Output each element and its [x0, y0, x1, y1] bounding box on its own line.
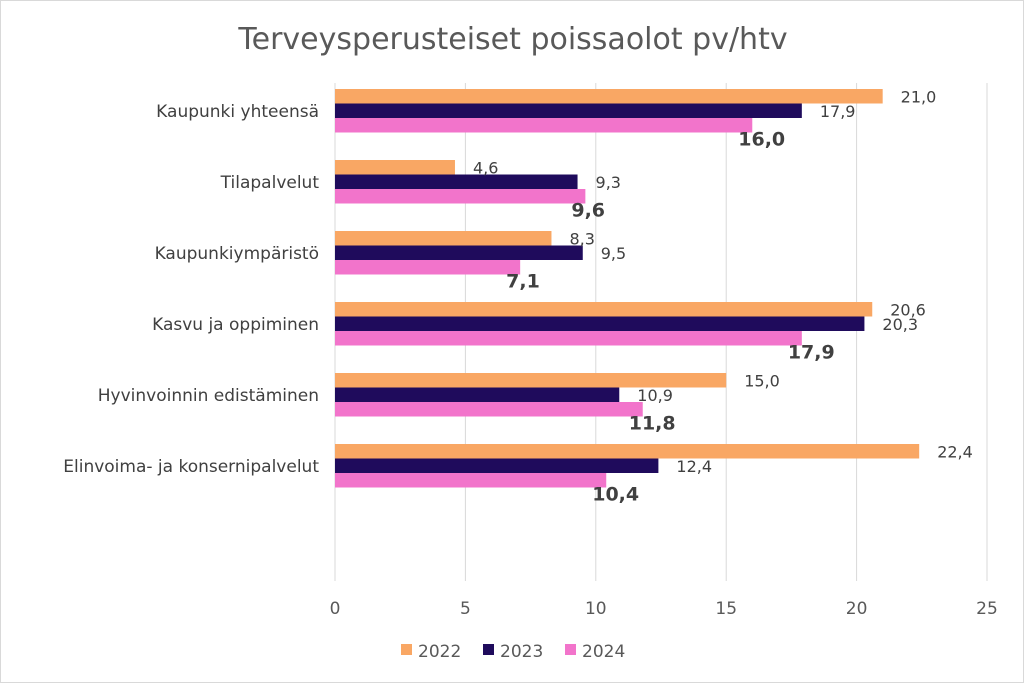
bar-2022: [335, 231, 552, 246]
bars: [335, 89, 920, 488]
bar-2024: [335, 402, 643, 417]
data-label-2022: 8,3: [569, 229, 594, 248]
legend: 2022 2023 2024: [401, 642, 625, 662]
x-axis-tick-labels: 0 5 10 15 20 25: [330, 599, 998, 619]
data-label-2024: 17,9: [788, 342, 835, 364]
bar-2024: [335, 473, 607, 488]
data-label-2024: 16,0: [738, 129, 785, 151]
legend-entry: 2023: [500, 642, 543, 662]
data-label-2023: 20,3: [882, 315, 918, 334]
category-label: Kasvu ja oppiminen: [152, 315, 319, 335]
bar-2023: [335, 245, 583, 260]
bar-2023: [335, 174, 578, 189]
category-label: Tilapalvelut: [220, 173, 320, 193]
category-labels: Kaupunki yhteensä Tilapalvelut Kaupunkiymp…: [63, 102, 319, 477]
data-label-2024: 10,4: [592, 484, 639, 506]
x-tick-label: 25: [976, 599, 998, 619]
data-label-2022: 21,0: [901, 87, 937, 106]
category-label: Elinvoima- ja konsernipalvelut: [63, 457, 319, 477]
bar-2023: [335, 458, 659, 473]
x-tick-label: 5: [460, 599, 471, 619]
bar-2024: [335, 118, 753, 133]
x-tick-label: 15: [715, 599, 737, 619]
bar-2022: [335, 89, 883, 104]
bar-2024: [335, 331, 802, 346]
legend-entry: 2024: [582, 642, 625, 662]
legend-swatch-2023: [483, 644, 494, 655]
data-label-2023: 9,5: [601, 244, 626, 263]
legend-entry: 2022: [418, 642, 461, 662]
bar-2022: [335, 302, 873, 317]
data-label-2022: 22,4: [937, 442, 973, 461]
data-label-2024: 9,6: [571, 200, 605, 222]
bar-2023: [335, 316, 865, 331]
category-label: Hyvinvoinnin edistäminen: [98, 386, 319, 406]
data-label-2022: 15,0: [744, 371, 780, 390]
bar-2023: [335, 103, 802, 118]
data-label-2024: 11,8: [629, 413, 676, 435]
category-label: Kaupunki yhteensä: [156, 102, 319, 122]
data-label-2023: 10,9: [637, 386, 673, 405]
data-label-2023: 17,9: [820, 102, 856, 121]
data-label-2024: 7,1: [506, 271, 540, 293]
data-label-2022: 4,6: [473, 158, 498, 177]
bar-2024: [335, 260, 521, 275]
bar-2022: [335, 444, 920, 459]
category-label: Kaupunkiympäristö: [155, 244, 319, 264]
data-label-2023: 9,3: [596, 173, 621, 192]
legend-swatch-2022: [401, 644, 412, 655]
bar-2023: [335, 387, 620, 402]
data-label-2022: 20,6: [890, 300, 926, 319]
legend-swatch-2024: [565, 644, 576, 655]
x-tick-label: 10: [585, 599, 607, 619]
chart-title: Terveysperusteiset poissaolot pv/htv: [237, 22, 787, 57]
bar-2024: [335, 189, 586, 204]
data-labels: 21,0 4,6 8,3 20,6 15,0 22,4 17,9 9,3 9,5 20,3 10,9…: [473, 87, 973, 505]
data-label-2023: 12,4: [676, 457, 712, 476]
x-tick-label: 0: [330, 599, 341, 619]
bar-2022: [335, 373, 727, 388]
bar-2022: [335, 160, 455, 175]
x-tick-label: 20: [846, 599, 868, 619]
